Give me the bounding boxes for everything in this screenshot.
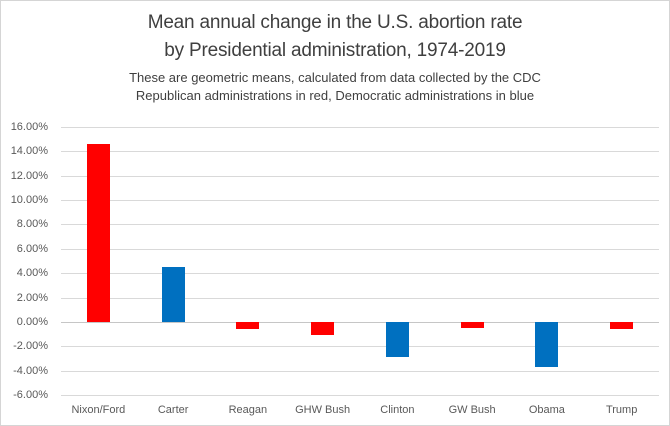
title-block: Mean annual change in the U.S. abortion … [1, 9, 669, 105]
gridline [61, 370, 659, 372]
gridline [61, 200, 659, 202]
gridline [61, 248, 659, 250]
y-axis-tick-label: 16.00% [10, 121, 48, 133]
bar-ghw-bush [311, 321, 335, 336]
y-axis-tick-label: -4.00% [13, 364, 48, 377]
bar-nixon-ford [86, 144, 110, 322]
x-axis-label-clinton: Clinton [380, 404, 415, 416]
y-axis-tick-label: 4.00% [16, 267, 48, 280]
y-axis-tick-label: -6.00% [13, 389, 48, 401]
bar-reagan [236, 321, 260, 330]
plot-area: 16.00% 14.00% 12.00% 10.00% 8.00% 6.00% 4.00% 2… [11, 121, 659, 416]
y-axis-tick-label: 14.00% [10, 145, 48, 158]
y-axis-tick-label: 0.00% [16, 315, 48, 328]
bar-gw-bush [460, 321, 484, 328]
gridline [61, 395, 659, 396]
x-axis-label-gw-bush: GW Bush [448, 404, 496, 416]
gridline [61, 175, 659, 177]
gridline [61, 297, 659, 299]
y-axis-tick-label: 12.00% [10, 169, 48, 182]
y-axis-tick-label: 10.00% [10, 194, 48, 207]
x-axis-label-ghw-bush: GHW Bush [295, 404, 351, 416]
gridline [61, 127, 659, 128]
gridline [61, 224, 659, 226]
chart-subtitle-line-2: Republican administrations in red, Democ… [135, 88, 535, 103]
x-axis-label-obama: Obama [528, 404, 565, 416]
bar-clinton [385, 321, 409, 358]
bar-trump [610, 321, 634, 330]
chart-title-line-1: Mean annual change in the U.S. abortion … [147, 12, 523, 33]
zero-gridline [61, 321, 659, 323]
x-axis-label-carter: Carter [157, 404, 189, 416]
y-axis-tick-label: 8.00% [16, 218, 48, 231]
gridline [61, 346, 659, 348]
y-axis-tick-label: 2.00% [16, 291, 48, 304]
x-axis-label-nixon-ford: Nixon/Ford [71, 404, 126, 416]
gridline [61, 273, 659, 275]
subtitle-block: These are geometric means, calculated fr… [1, 69, 669, 105]
x-axis-label-trump: Trump [605, 404, 638, 416]
y-axis-tick-label: -2.00% [13, 340, 48, 353]
chart-subtitle-line-1: These are geometric means, calculated fr… [129, 70, 541, 85]
bar-obama [535, 321, 559, 367]
gridline [61, 151, 659, 153]
chart-title-line-2: by Presidential administration, 1974-201… [164, 40, 506, 61]
y-axis-tick-label: 6.00% [16, 242, 48, 255]
x-axis-label-reagan: Reagan [228, 404, 268, 416]
bar-carter [161, 267, 185, 322]
